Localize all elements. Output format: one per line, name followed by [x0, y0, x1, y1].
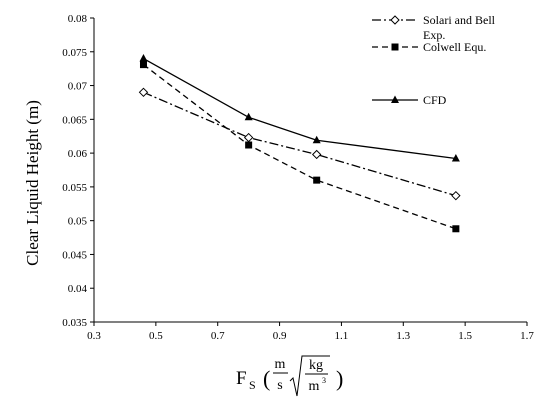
x-axis-label-subscript: S	[249, 378, 256, 392]
x-tick-label: 1.5	[458, 330, 472, 342]
x-tick-label: 1.7	[520, 330, 534, 342]
legend-label-colwell-equ: Colwell Equ.	[423, 40, 486, 54]
data-point-solari-and-bell-exp	[311, 149, 322, 160]
axes	[93, 18, 527, 323]
data-point-cfd	[244, 112, 253, 121]
data-point-colwell-equ	[139, 61, 147, 69]
legend-label-solari-and-bell-exp: Exp.	[423, 28, 445, 42]
legend-marker-colwell-equ	[391, 43, 399, 51]
y-tick-label: 0.075	[62, 47, 87, 59]
y-axis-label: Clear Liquid Height (m)	[23, 100, 42, 266]
series-line-solari-and-bell-exp	[143, 91, 457, 197]
data-point-colwell-equ	[245, 141, 253, 149]
legend-entry-colwell-equ: Colwell Equ.	[372, 40, 486, 54]
series-line-cfd	[143, 57, 456, 160]
y-tick-label: 0.05	[68, 216, 88, 228]
x-axis-unit-root-denominator: m	[309, 379, 320, 394]
data-point-solari-and-bell-exp	[243, 132, 254, 143]
x-tick-label: 1.1	[335, 330, 349, 342]
x-axis-unit-root-exponent: 3	[322, 376, 326, 385]
y-tick-label: 0.04	[68, 283, 88, 295]
y-tick-label: 0.07	[68, 81, 88, 93]
data-point-colwell-equ	[452, 225, 460, 233]
x-axis-unit-root-numerator: kg	[309, 358, 323, 373]
y-tick-label: 0.055	[62, 182, 87, 194]
legend-entry-cfd: CFD	[372, 93, 447, 107]
legend-label-solari-and-bell-exp: Solari and Bell	[423, 13, 496, 27]
plot-series	[138, 54, 461, 233]
x-axis-label-open-paren: (	[263, 366, 270, 391]
x-axis-label-symbol: F	[236, 368, 247, 389]
x-axis-unit-numerator: m	[275, 357, 286, 372]
legend-marker-cfd	[391, 95, 399, 103]
x-axis-unit-radical	[289, 355, 330, 397]
y-tick-label: 0.045	[62, 249, 87, 261]
data-point-cfd	[139, 54, 148, 62]
x-tick-label: 1.3	[396, 330, 410, 342]
legend-marker-solari-and-bell-exp	[390, 15, 400, 25]
series-cfd	[139, 54, 460, 162]
x-axis-label-close-paren: )	[336, 366, 343, 391]
legend-label-cfd: CFD	[423, 93, 447, 107]
data-point-solari-and-bell-exp	[451, 190, 461, 201]
series-line-colwell-equ	[143, 64, 457, 230]
x-tick-label: 0.7	[211, 330, 225, 342]
series-solari-and-bell-exp	[138, 87, 461, 201]
x-tick-label: 0.3	[87, 330, 101, 342]
data-point-cfd	[312, 135, 321, 144]
y-tick-label: 0.035	[62, 317, 87, 329]
x-tick-label: 0.5	[149, 330, 163, 342]
x-axis-label: F S ( m s kg m 3 )	[236, 355, 343, 397]
x-axis-unit-denominator: s	[277, 378, 282, 393]
data-point-solari-and-bell-exp	[138, 87, 149, 98]
data-point-cfd	[451, 154, 460, 162]
y-tick-label: 0.08	[68, 13, 88, 25]
x-tick-label: 0.9	[273, 330, 287, 342]
series-colwell-equ	[139, 61, 460, 233]
x-axis-ticks: 0.3 0.5 0.7 0.9 1.1 1.3 1.5 1.7	[87, 322, 534, 342]
y-tick-label: 0.065	[62, 114, 87, 126]
data-point-colwell-equ	[313, 176, 321, 184]
y-axis-ticks: 0.035 0.04 0.045 0.05 0.055 0.06 0.065 0.07 0.07…	[62, 13, 94, 329]
y-tick-label: 0.06	[68, 148, 88, 160]
